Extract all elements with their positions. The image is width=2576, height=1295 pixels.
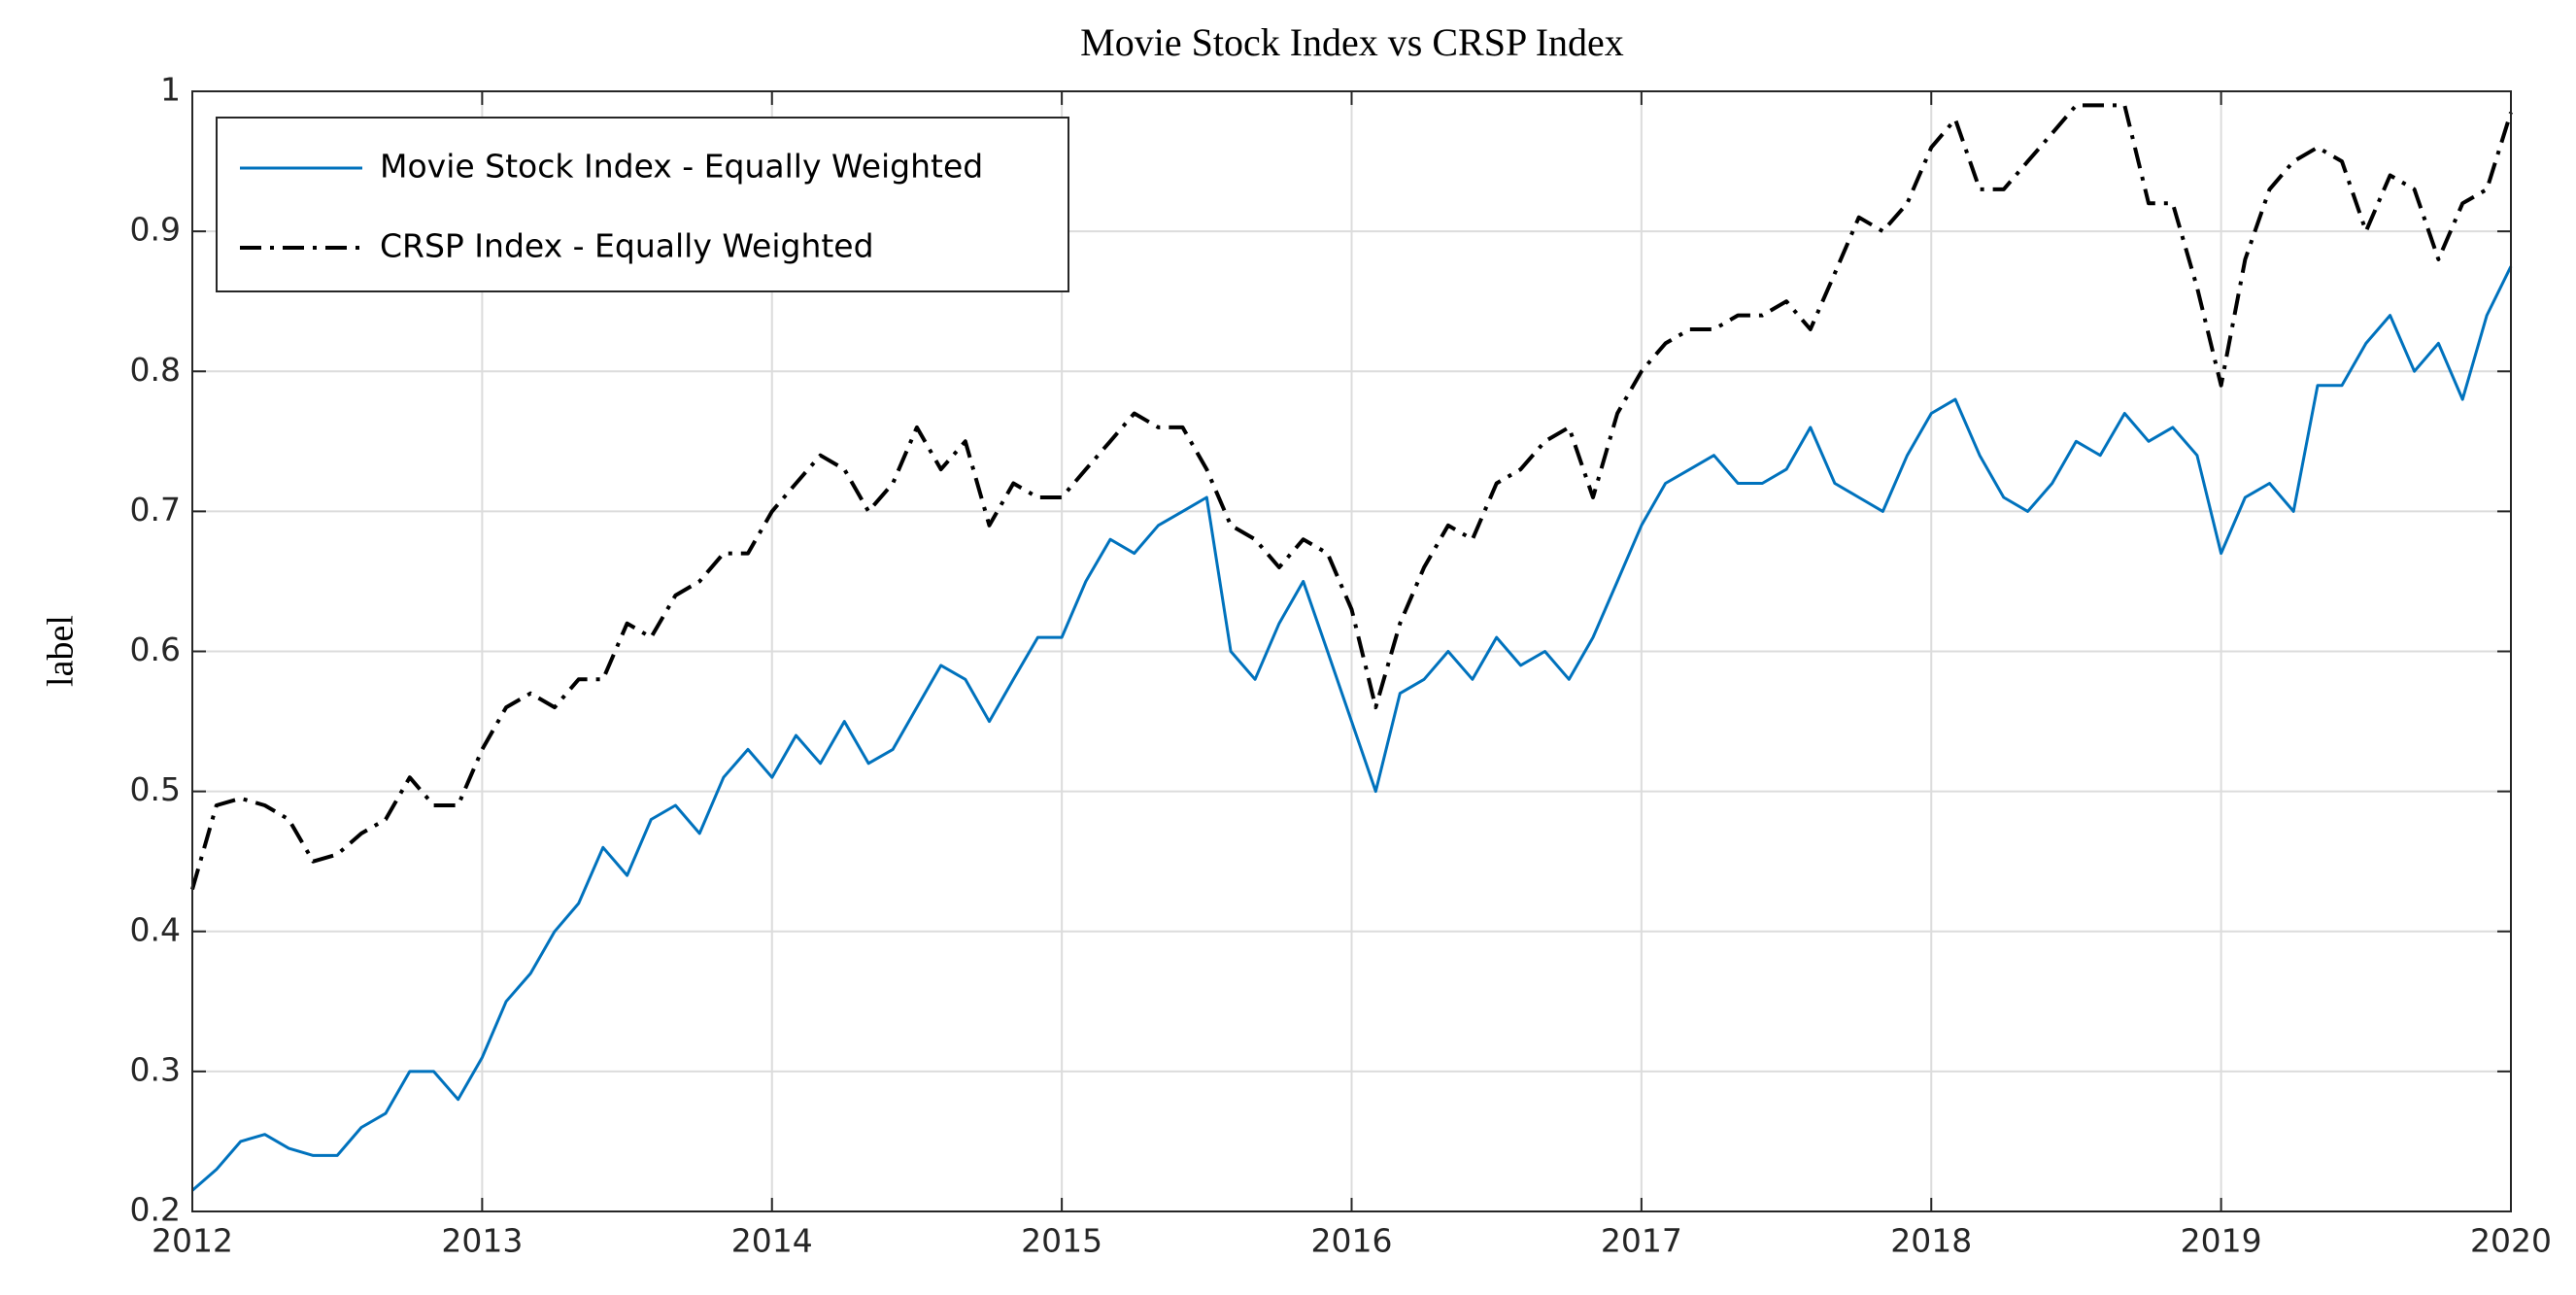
y-axis-label: label [41, 615, 82, 687]
axes-box [191, 90, 2512, 1212]
legend-box [216, 117, 1069, 292]
legend-label: CRSP Index - Equally Weighted [380, 227, 874, 265]
x-tick-label: 2020 [2470, 1222, 2552, 1260]
x-tick-label: 2017 [1601, 1222, 1682, 1260]
y-tick-label: 0.7 [130, 491, 181, 528]
y-tick-label: 0.9 [130, 211, 181, 249]
y-tick-label: 1 [160, 71, 181, 109]
chart-title: Movie Stock Index vs CRSP Index [1080, 20, 1624, 64]
x-tick-label: 2012 [152, 1222, 233, 1260]
y-tick-label: 0.5 [130, 770, 181, 808]
y-tick-label: 0.3 [130, 1050, 181, 1088]
x-tick-label: 2013 [441, 1222, 523, 1260]
y-tick-label: 0.8 [130, 351, 181, 389]
x-tick-label: 2014 [731, 1222, 813, 1260]
series-line [191, 265, 2513, 1192]
x-tick-label: 2015 [1021, 1222, 1102, 1260]
y-tick-label: 0.4 [130, 910, 181, 948]
y-tick-label: 0.2 [130, 1191, 181, 1229]
x-tick-label: 2016 [1311, 1222, 1393, 1260]
x-tick-label: 2019 [2181, 1222, 2262, 1260]
y-tick-label: 0.6 [130, 630, 181, 668]
legend-label: Movie Stock Index - Equally Weighted [380, 148, 983, 186]
series-line [190, 103, 2513, 891]
x-tick-label: 2018 [1890, 1222, 1972, 1260]
